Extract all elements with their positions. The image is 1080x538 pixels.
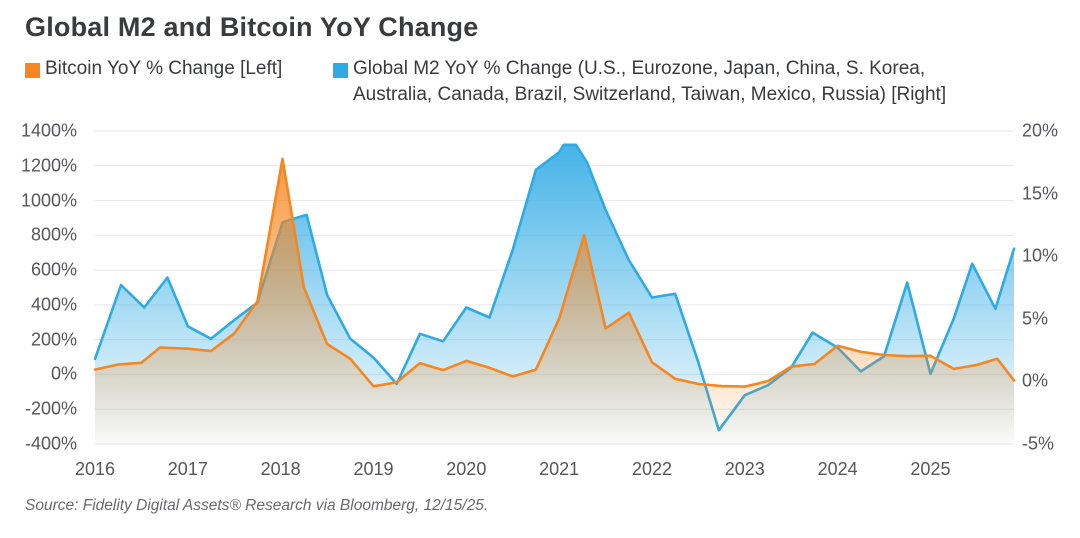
y-axis-right-label-15%: 15%	[1022, 183, 1059, 204]
x-axis-label-2019: 2019	[353, 459, 394, 479]
y-axis-left-label-600%: 600%	[30, 259, 77, 280]
m2-legend-label: Global M2 YoY % Change (U.S., Eurozone, …	[353, 56, 946, 108]
y-axis-left-label-200%: 200%	[30, 329, 77, 350]
y-axis-left-label-800%: 800%	[30, 224, 77, 245]
x-axis-label-2024: 2024	[817, 459, 858, 479]
x-axis-label-2018: 2018	[260, 459, 301, 479]
source-note: Source: Fidelity Digital Assets® Researc…	[25, 497, 489, 514]
x-axis-label-2017: 2017	[167, 459, 208, 479]
bitcoin-legend-label: Bitcoin YoY % Change [Left]	[45, 58, 283, 79]
y-axis-left-label-1400%: 1400%	[20, 120, 77, 141]
m2-legend-label-line1: Global M2 YoY % Change (U.S., Eurozone, …	[353, 58, 926, 79]
x-axis-label-2021: 2021	[539, 459, 580, 479]
x-axis-label-2016: 2016	[74, 459, 116, 479]
x-axis-label-2020: 2020	[446, 459, 487, 479]
y-axis-right-label-0%: 0%	[1022, 370, 1049, 391]
x-axis-label-2023: 2023	[724, 459, 765, 479]
legend-item-m2: Global M2 YoY % Change (U.S., Eurozone, …	[333, 56, 946, 108]
y-axis-left-label-1200%: 1200%	[20, 155, 77, 176]
y-axis-right-label-5%: 5%	[1022, 308, 1049, 329]
y-axis-right-label-20%: 20%	[1022, 120, 1059, 141]
m2-legend-swatch	[333, 63, 348, 78]
y-axis-left-label-1000%: 1000%	[20, 190, 77, 211]
x-axis-label-2025: 2025	[910, 459, 951, 479]
y-axis-left-label-400%: 400%	[30, 294, 77, 315]
legend-item-bitcoin: Bitcoin YoY % Change [Left]	[25, 56, 282, 82]
y-axis-left-label--400%: -400%	[24, 433, 77, 454]
x-axis-label-2022: 2022	[631, 459, 672, 479]
bitcoin-legend-swatch	[25, 63, 40, 78]
y-axis-left-label-0%: 0%	[50, 363, 77, 384]
m2-legend-label-line2: Australia, Canada, Brazil, Switzerland, …	[353, 84, 947, 105]
y-axis-right-label-10%: 10%	[1022, 245, 1059, 266]
y-axis-right-label--5%: -5%	[1022, 433, 1055, 454]
y-axis-left-label--200%: -200%	[24, 398, 77, 419]
chart-title: Global M2 and Bitcoin YoY Change	[25, 12, 479, 42]
